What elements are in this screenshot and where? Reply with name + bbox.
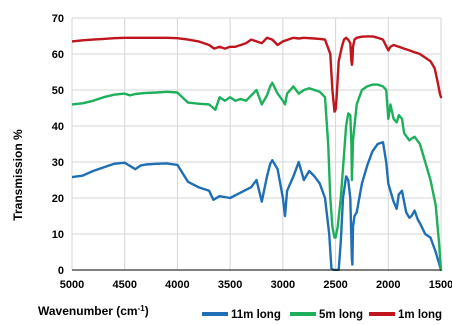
x-axis-title-sup: -1 (138, 304, 146, 313)
y-tick-label: 0 (58, 265, 64, 277)
legend-label-11m-long: 11m long (231, 309, 281, 321)
series-line-11m-long (72, 140, 443, 271)
x-tick-label: 3000 (271, 279, 295, 291)
y-tick-label: 50 (52, 85, 64, 97)
x-tick-label: 4000 (165, 279, 189, 291)
legend: 11m long 5m long 1m long (202, 309, 442, 321)
y-tick-label: 30 (52, 157, 64, 169)
y-tick-label: 60 (52, 49, 64, 61)
x-tick-label: 1500 (429, 279, 452, 291)
x-tick-label: 4500 (112, 279, 136, 291)
x-tick-label: 2000 (376, 279, 400, 291)
legend-label-1m-long: 1m long (398, 309, 442, 321)
x-tick-label: 2500 (323, 279, 347, 291)
y-axis-title: Transmission % (11, 129, 25, 221)
y-tick-labels: 0 10 20 30 40 50 60 70 (52, 13, 64, 277)
series-layer (72, 35, 443, 271)
x-axis-title-close: ) (145, 304, 149, 318)
x-axis-title: Wavenumber (cm-1) (38, 304, 149, 318)
y-tick-label: 10 (52, 229, 64, 241)
series-line-5m-long (72, 81, 443, 271)
grid (71, 17, 442, 270)
x-axis-title-main: Wavenumber (cm (38, 304, 138, 318)
y-tick-label: 70 (52, 13, 64, 25)
y-tick-label: 40 (52, 121, 64, 133)
y-tick-label: 20 (52, 193, 64, 205)
x-tick-labels: 5000 4500 4000 3500 3000 2500 2000 1500 (60, 279, 452, 291)
legend-label-5m-long: 5m long (319, 309, 363, 321)
series-line-1m-long (72, 35, 443, 113)
x-tick-label: 3500 (218, 279, 242, 291)
x-tick-label: 5000 (60, 279, 84, 291)
